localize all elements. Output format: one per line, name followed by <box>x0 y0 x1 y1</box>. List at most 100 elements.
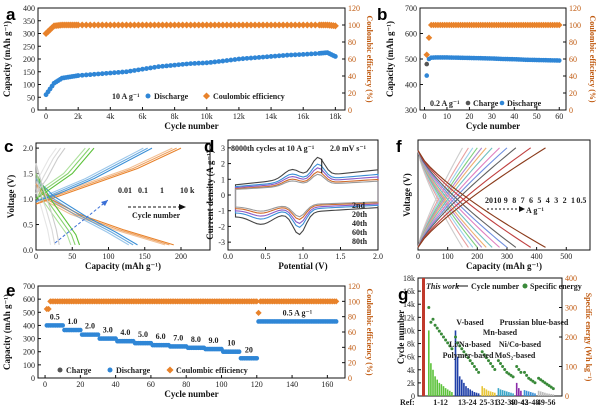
y-tick-label: 2 <box>221 160 225 169</box>
ce-point <box>275 21 283 29</box>
y-tick-label: 300 <box>23 335 35 344</box>
discharge-point <box>128 68 133 74</box>
y-tick-label: 8k <box>407 340 415 349</box>
legend-charge-marker <box>465 100 471 106</box>
ce-point <box>191 21 199 29</box>
y-tick-label: -1 <box>218 207 225 216</box>
bar <box>430 363 432 396</box>
legend-discharge-marker <box>499 100 505 106</box>
energy-point <box>427 306 431 309</box>
y-tick-label: 200 <box>23 55 35 64</box>
legend-discharge-label: Discharge <box>154 92 189 101</box>
discharge-point <box>144 66 149 71</box>
gcd-charge-curve <box>417 147 532 248</box>
y2-tick-label: 100 <box>348 21 360 30</box>
discharge-point <box>152 64 157 70</box>
rate-label: 7 <box>521 196 525 205</box>
energy-point <box>466 356 470 360</box>
scan-rate: 2.0 mV s⁻¹ <box>330 144 367 153</box>
legend-label: Coulombic efficiency <box>176 366 248 375</box>
y-tick-label: 600 <box>405 30 417 39</box>
x-tick-label: 8k <box>171 112 179 121</box>
ce-point <box>321 21 329 29</box>
y-tick-label: 12k <box>403 313 415 322</box>
discharge-point <box>304 51 310 57</box>
bar <box>525 390 528 396</box>
ce-point <box>287 21 295 29</box>
bar <box>523 390 526 396</box>
cv-loop <box>234 171 379 221</box>
rate-label: 2 <box>563 196 567 205</box>
ce-point <box>86 21 94 29</box>
rate-label: 4 <box>546 196 550 205</box>
bar <box>548 393 550 396</box>
energy-point <box>433 323 437 327</box>
y2-tick-label: 100 <box>565 363 577 372</box>
cv-loop <box>234 173 379 218</box>
discharge-point <box>136 67 141 73</box>
bar <box>451 392 453 396</box>
energy-point <box>439 332 443 336</box>
ce-point <box>146 21 155 29</box>
cv-legend-label: 2nd <box>352 201 365 210</box>
y2-tick-label: 120 <box>348 282 360 291</box>
trend-arrow <box>54 199 109 244</box>
legend-label: Discharge <box>116 366 151 375</box>
y2-tick-label: 80 <box>348 313 356 322</box>
energy-point <box>431 317 435 321</box>
bar <box>458 376 461 396</box>
gcd-discharge-curve <box>417 150 517 248</box>
ce-point <box>155 21 163 29</box>
gcd-curve <box>35 147 148 203</box>
cv-title: 8000th cycles at 10 A g⁻¹ <box>231 144 315 153</box>
y2-tick-label: 60 <box>348 328 356 337</box>
discharge-point <box>556 58 562 63</box>
cv-legend-label: 60th <box>352 228 368 237</box>
energy-point <box>484 356 488 360</box>
legend-energy-marker <box>522 283 528 289</box>
ce-point <box>329 22 337 30</box>
x-tick-label: 60 <box>555 112 563 121</box>
bar <box>520 390 522 396</box>
bar <box>544 392 546 396</box>
bar <box>481 386 483 396</box>
bar <box>512 393 514 396</box>
y2-tick-label: 400 <box>565 274 577 283</box>
y-tick-label: 350 <box>23 17 35 26</box>
cv-legend-label: 80th <box>352 237 368 246</box>
plot-frame <box>35 142 211 251</box>
rate-label: 20 <box>485 196 493 205</box>
ce-point <box>255 309 262 316</box>
energy-point <box>477 370 481 374</box>
ce-point <box>311 21 319 29</box>
bar <box>432 369 434 396</box>
y-tick-label: 1.0 <box>23 195 33 204</box>
energy-point <box>496 359 500 363</box>
discharge-point <box>156 64 161 70</box>
discharge-point <box>192 60 198 66</box>
rate-label: 1.0 <box>67 317 77 326</box>
y-tick-label: 16k <box>403 287 415 296</box>
discharge-point <box>204 60 210 66</box>
discharge-point <box>79 72 85 78</box>
discharge-point <box>184 61 190 67</box>
discharge-point <box>308 51 314 57</box>
energy-point <box>458 344 462 348</box>
y-tick-label: 200 <box>23 348 35 357</box>
bar <box>475 392 478 396</box>
x-tick-label: 60 <box>147 380 155 389</box>
legend-discharge-label: Discharge <box>507 99 542 108</box>
x-tick-label: 80 <box>182 380 190 389</box>
energy-point <box>456 341 460 345</box>
discharge-point <box>119 69 125 75</box>
discharge-point <box>95 332 101 337</box>
gcd-curve <box>35 163 60 246</box>
ce-point <box>215 21 223 29</box>
range-label: 1-12 <box>433 398 448 407</box>
bar <box>518 388 520 396</box>
panel-label: d <box>204 137 214 156</box>
ce-point <box>267 21 275 29</box>
energy-point <box>462 350 466 354</box>
y-axis-title: Current density (A g⁻¹) <box>205 150 215 240</box>
bar <box>489 391 492 396</box>
